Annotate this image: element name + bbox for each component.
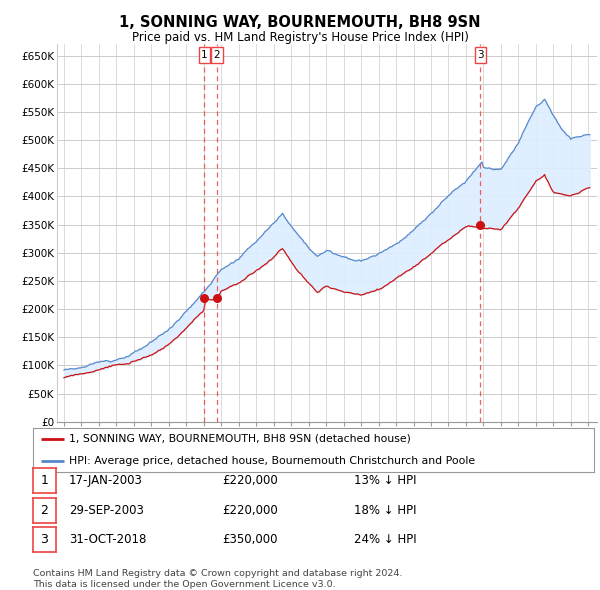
Text: £350,000: £350,000	[222, 533, 277, 546]
Text: 18% ↓ HPI: 18% ↓ HPI	[354, 504, 416, 517]
Text: Contains HM Land Registry data © Crown copyright and database right 2024.: Contains HM Land Registry data © Crown c…	[33, 569, 403, 578]
Text: 24% ↓ HPI: 24% ↓ HPI	[354, 533, 416, 546]
Text: This data is licensed under the Open Government Licence v3.0.: This data is licensed under the Open Gov…	[33, 579, 335, 589]
Text: 1, SONNING WAY, BOURNEMOUTH, BH8 9SN: 1, SONNING WAY, BOURNEMOUTH, BH8 9SN	[119, 15, 481, 30]
Text: 17-JAN-2003: 17-JAN-2003	[69, 474, 143, 487]
Text: 1: 1	[40, 474, 49, 487]
Text: 3: 3	[40, 533, 49, 546]
Text: 13% ↓ HPI: 13% ↓ HPI	[354, 474, 416, 487]
Text: 1: 1	[201, 50, 208, 60]
Text: 2: 2	[40, 504, 49, 517]
Text: HPI: Average price, detached house, Bournemouth Christchurch and Poole: HPI: Average price, detached house, Bour…	[70, 456, 476, 466]
Text: Price paid vs. HM Land Registry's House Price Index (HPI): Price paid vs. HM Land Registry's House …	[131, 31, 469, 44]
Text: 3: 3	[477, 50, 484, 60]
Text: 31-OCT-2018: 31-OCT-2018	[69, 533, 146, 546]
Text: 1, SONNING WAY, BOURNEMOUTH, BH8 9SN (detached house): 1, SONNING WAY, BOURNEMOUTH, BH8 9SN (de…	[70, 434, 412, 444]
Text: £220,000: £220,000	[222, 474, 278, 487]
Text: 29-SEP-2003: 29-SEP-2003	[69, 504, 144, 517]
Text: £220,000: £220,000	[222, 504, 278, 517]
Text: 2: 2	[214, 50, 220, 60]
